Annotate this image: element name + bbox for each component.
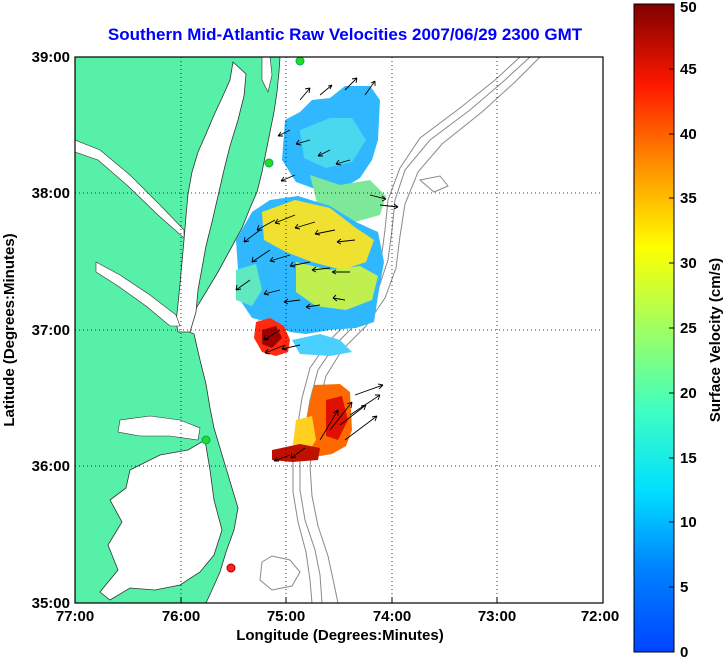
colorbar-tick-label: 45: [680, 61, 697, 78]
colorbar-tick-label: 10: [680, 514, 697, 531]
map-area: [75, 57, 603, 603]
colorbar-tick-label: 30: [680, 255, 697, 272]
y-tick-label: 35:00: [32, 595, 70, 612]
potomac-river: [75, 139, 185, 239]
colorbar-tick-label: 35: [680, 190, 697, 207]
chart-title: Southern Mid-Atlantic Raw Velocities 200…: [108, 25, 583, 44]
x-tick-label: 76:00: [162, 608, 200, 625]
albemarle-sound: [117, 415, 201, 441]
x-tick-label: 77:00: [56, 608, 94, 625]
plot-frame: [74, 56, 604, 604]
x-tick-label: 73:00: [478, 608, 516, 625]
chesapeake-bay: [175, 61, 247, 333]
y-tick-label: 39:00: [32, 49, 70, 66]
colorbar-tick-label: 15: [680, 450, 697, 467]
radar-site-marker: [226, 563, 236, 573]
velocity-arrows: [235, 77, 399, 462]
radar-site-marker: [201, 435, 211, 445]
radar-site-marker: [295, 57, 305, 66]
x-tick-label: 74:00: [373, 608, 411, 625]
colorbar-tick-label: 25: [680, 320, 697, 337]
graticule: [75, 57, 603, 603]
james-river: [95, 261, 181, 327]
pamlico-sound: [99, 439, 223, 601]
radar-site-marker: [264, 158, 274, 168]
y-tick-label: 36:00: [32, 458, 70, 475]
colorbar: [633, 3, 675, 653]
colorbar-label: Surface Velocity (cm/s): [707, 258, 724, 422]
x-tick-marks: [180, 597, 498, 603]
colorbar-tick-label: 50: [680, 0, 697, 16]
y-tick-label: 38:00: [32, 185, 70, 202]
y-axis-label: Latitude (Degrees:Minutes): [1, 233, 18, 426]
y-tick-label: 37:00: [32, 322, 70, 339]
x-tick-label: 75:00: [267, 608, 305, 625]
x-axis-label: Longitude (Degrees:Minutes): [236, 627, 444, 644]
colorbar-ticks: [669, 68, 674, 588]
x-tick-label: 72:00: [581, 608, 619, 625]
colorbar-tick-label: 0: [680, 644, 688, 659]
velocity-field: [236, 86, 386, 462]
colorbar-tick-label: 5: [680, 579, 688, 596]
delaware-bay: [261, 57, 273, 93]
colorbar-tick-label: 20: [680, 385, 697, 402]
colorbar-tick-label: 40: [680, 126, 697, 143]
